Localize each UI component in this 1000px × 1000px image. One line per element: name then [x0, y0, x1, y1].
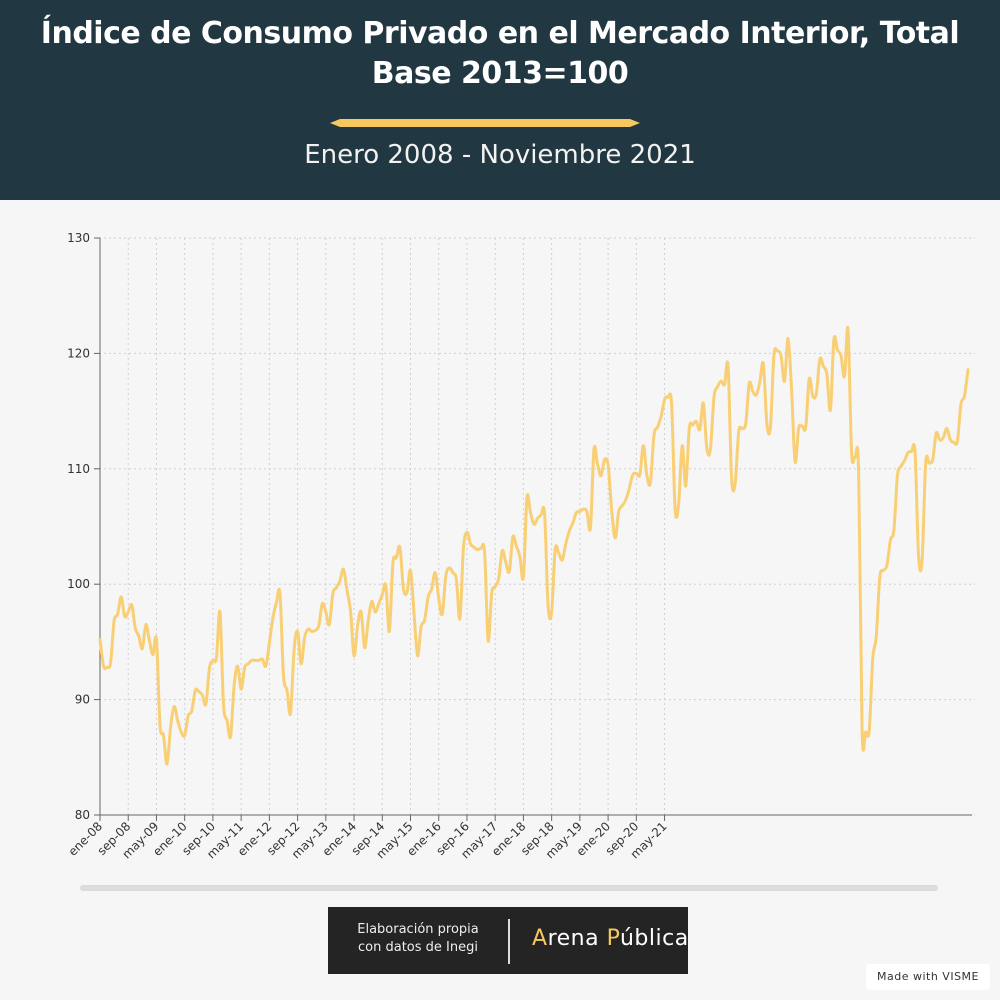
- chart-title: Índice de Consumo Privado en el Mercado …: [0, 14, 1000, 94]
- header-banner: Índice de Consumo Privado en el Mercado …: [0, 0, 1000, 200]
- decorative-pencil-divider: [330, 119, 640, 127]
- credit-box: Elaboración propia con datos de Inegi Ar…: [328, 907, 688, 974]
- credit-line-1: Elaboración propia: [357, 922, 479, 937]
- y-tick-label: 100: [67, 577, 90, 591]
- y-tick-label: 80: [75, 808, 90, 822]
- y-tick-label: 90: [75, 693, 90, 707]
- arena-publica-logo: Arena Pública: [532, 926, 689, 951]
- y-tick-label: 110: [67, 462, 90, 476]
- y-axis-ticks: 80 90 100 110 120 130: [67, 231, 100, 822]
- chart-subtitle: Enero 2008 - Noviembre 2021: [304, 140, 696, 170]
- y-tick-label: 130: [67, 231, 90, 245]
- y-tick-label: 120: [67, 346, 90, 360]
- x-axis-ticks: ene-08sep-08may-09ene-10sep-10may-11ene-…: [66, 815, 670, 861]
- title-line-2: Base 2013=100: [371, 56, 629, 91]
- credit-line-2: con datos de Inegi: [358, 940, 478, 955]
- made-with-visme-badge[interactable]: Made with VISME: [866, 964, 990, 990]
- line-chart: 80 90 100 110 120 130 ene-08sep-08may-09ene-1…: [66, 231, 975, 861]
- chart-axes: [99, 238, 972, 816]
- credit-separator: [508, 919, 510, 964]
- series-line: [98, 325, 970, 766]
- title-line-1: Índice de Consumo Privado en el Mercado …: [40, 16, 960, 51]
- credit-source: Elaboración propia con datos de Inegi: [328, 921, 508, 957]
- chart-grid: [94, 237, 975, 816]
- chart-scrollbar[interactable]: [80, 885, 938, 891]
